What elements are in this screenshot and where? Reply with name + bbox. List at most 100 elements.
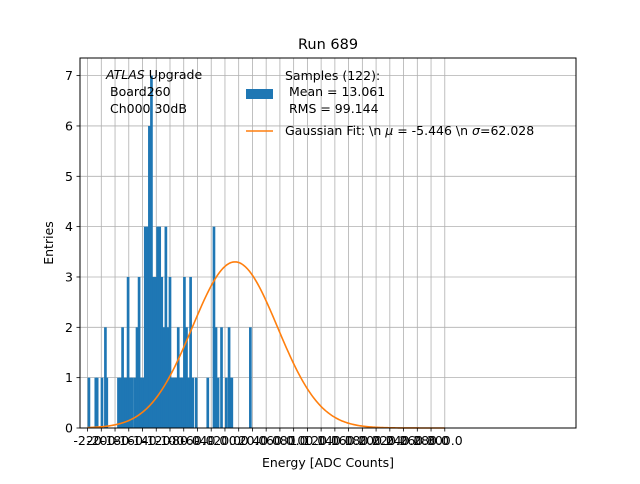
histogram-bar: [187, 377, 190, 428]
legend-hist-line1: Samples (122):: [285, 68, 380, 83]
y-tick-label: 6: [65, 118, 73, 133]
histogram-bar: [104, 327, 107, 428]
legend: Samples (122): Mean = 13.061 RMS = 99.14…: [246, 68, 534, 138]
histogram-bar: [122, 377, 126, 428]
histogram-bar: [216, 377, 220, 428]
y-tick-label: 0: [65, 421, 73, 436]
histogram-bar: [143, 226, 147, 428]
legend-hist-line2: Mean = 13.061: [285, 84, 385, 99]
histogram-bar: [176, 327, 180, 428]
legend-hist-swatch: [246, 89, 273, 99]
histogram-bar: [105, 377, 109, 428]
chart-title: Run 689: [298, 37, 358, 53]
histogram-bar: [229, 377, 232, 428]
y-tick-label: 5: [65, 169, 73, 184]
histogram-bar: [95, 377, 99, 428]
histogram-bar: [156, 226, 159, 428]
histogram-bar: [160, 276, 164, 428]
y-axis-label: Entries: [41, 221, 56, 265]
histogram-bar: [170, 377, 174, 428]
histogram-bar: [126, 276, 130, 428]
x-tick-label: -140: [128, 433, 156, 448]
histogram-bar: [220, 327, 223, 428]
histogram-bar: [183, 276, 186, 428]
histogram-bar: [166, 327, 170, 428]
x-tick-label: 100.0: [289, 433, 325, 448]
x-tick-label: 280.0: [413, 433, 449, 448]
annotation-line2: Board260: [110, 84, 171, 99]
histogram-bar: [87, 377, 91, 428]
x-tick-label: 240.0: [386, 433, 422, 448]
histogram-bar: [145, 226, 149, 428]
y-tick-label: 2: [65, 320, 73, 335]
x-tick-label: -180: [101, 433, 129, 448]
x-tick-label: 20.0: [239, 433, 267, 448]
histogram-bar: [206, 377, 210, 428]
x-tick-label: -60.0: [181, 433, 213, 448]
annotation-line3: Ch000 30dB: [110, 101, 187, 116]
histogram-bar: [181, 377, 184, 428]
x-tick-label: -100: [156, 433, 184, 448]
x-axis: -220-200-180-160-140-120-100-80.0-60.0-4…: [73, 428, 463, 448]
histogram-bar: [117, 377, 120, 428]
x-tick-label: 140.0: [317, 433, 353, 448]
x-tick-label: 260.0: [399, 433, 435, 448]
x-tick-label: -40.0: [195, 433, 227, 448]
histogram-bar: [150, 75, 153, 428]
histogram-bar: [135, 327, 139, 428]
y-tick-label: 7: [65, 68, 73, 83]
legend-fit-label: Gaussian Fit: \n μ = -5.446 \n σ=62.028: [285, 123, 534, 138]
y-tick-label: 4: [65, 219, 73, 234]
x-tick-label: -80.0: [168, 433, 200, 448]
histogram-bar: [224, 377, 228, 428]
x-tick-label: 200.0: [358, 433, 394, 448]
x-tick-label: 220.0: [372, 433, 408, 448]
histogram-bar: [148, 125, 151, 429]
histogram-bar: [141, 377, 145, 428]
legend-fit-prefix: Gaussian Fit: \n: [285, 123, 385, 138]
histogram-bar: [178, 377, 182, 428]
histogram-bar: [121, 327, 124, 428]
histogram-bar: [191, 377, 195, 428]
histogram-bars: [87, 75, 252, 429]
histogram-bar: [124, 377, 128, 428]
histogram-bar: [94, 377, 98, 428]
histogram-bar: [154, 276, 157, 428]
histogram-bar: [230, 377, 234, 428]
histogram-bar: [137, 276, 141, 428]
annotation-upgrade: Upgrade: [145, 67, 203, 82]
x-tick-label: -220: [73, 433, 101, 448]
histogram-bar: [212, 226, 216, 428]
plot-frame: [79, 57, 577, 429]
histogram-bar: [119, 377, 122, 428]
x-tick-label: 60.0: [266, 433, 294, 448]
x-axis-label: Energy [ADC Counts]: [262, 455, 394, 470]
histogram-bar: [185, 327, 188, 428]
x-tick-label: 0.0: [229, 433, 249, 448]
legend-fit-sigma: σ: [472, 123, 481, 138]
histogram-bar: [214, 327, 218, 428]
x-tick-label: -160: [115, 433, 143, 448]
histogram-bar: [100, 377, 104, 428]
legend-hist-line3: RMS = 99.144: [285, 101, 379, 116]
histogram-bar: [174, 377, 178, 428]
histogram-bar: [164, 226, 168, 428]
annotation-line1: ATLAS Upgrade: [105, 67, 202, 82]
x-tick-label: 180.0: [344, 433, 380, 448]
x-tick-label: 80.0: [280, 433, 308, 448]
atlas-annotation: ATLAS Upgrade Board260 Ch000 30dB: [105, 67, 202, 116]
legend-fit-mu: μ: [384, 123, 393, 138]
y-tick-label: 3: [65, 269, 73, 284]
x-tick-label: 120.0: [303, 433, 339, 448]
histogram-bar: [152, 276, 155, 428]
x-tick-label: 160.0: [331, 433, 367, 448]
histogram-bar: [158, 226, 162, 428]
x-tick-label: -200: [87, 433, 115, 448]
legend-fit-mu-value: = -5.446 \n: [393, 123, 472, 138]
x-tick-label: 300.0: [427, 433, 463, 448]
histogram-bar: [249, 327, 252, 428]
legend-fit-sigma-value: =62.028: [480, 123, 534, 138]
histogram-bar: [194, 377, 198, 428]
histogram-bar: [172, 377, 176, 428]
histogram-bar: [168, 276, 172, 428]
